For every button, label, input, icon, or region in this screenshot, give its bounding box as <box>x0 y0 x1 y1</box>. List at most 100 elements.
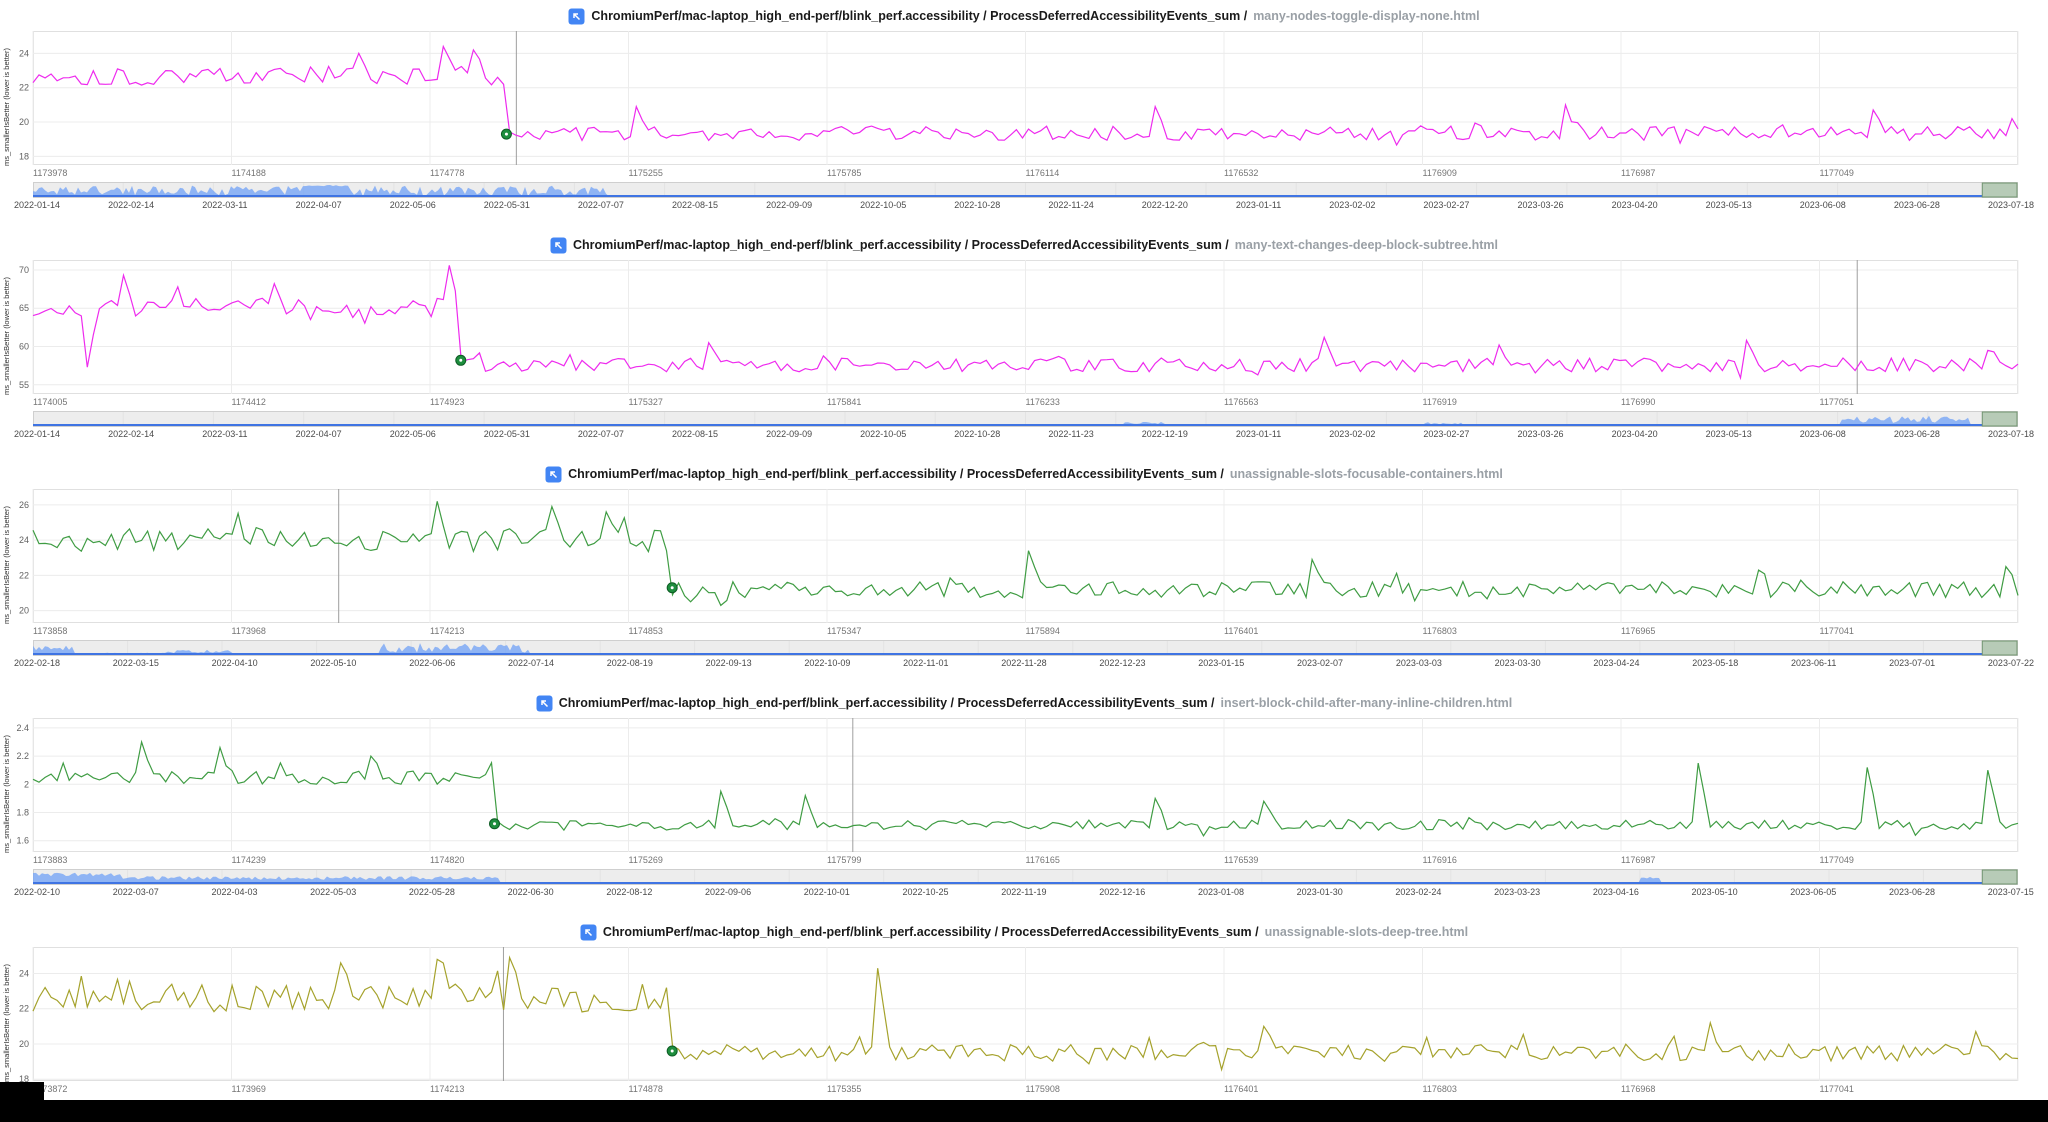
y-tick-label: 20 <box>19 606 29 616</box>
range-handle[interactable] <box>1981 182 2018 198</box>
chart-panel: ChromiumPerf/mac-laptop_high_end-perf/bl… <box>0 0 2048 229</box>
range-handle[interactable] <box>1981 640 2018 656</box>
chart-title: ChromiumPerf/mac-laptop_high_end-perf/bl… <box>0 233 2048 257</box>
date-label: 2022-11-19 <box>1001 887 1047 897</box>
revision-tick: 1176532 <box>1224 168 1259 178</box>
date-label: 2023-03-26 <box>1517 429 1564 439</box>
revision-tick: 1176919 <box>1422 397 1457 407</box>
chart-title-test[interactable]: unassignable-slots-deep-tree.html <box>1264 925 1469 939</box>
revision-tick: 1176990 <box>1621 397 1656 407</box>
performance-line-chart[interactable]: 24 22 20 18 <box>0 28 2048 168</box>
date-label: 2023-06-28 <box>1888 887 1936 897</box>
date-label: 2023-04-24 <box>1593 658 1640 668</box>
date-label: 2022-02-14 <box>108 200 155 210</box>
revision-tick: 1175347 <box>827 626 862 636</box>
data-series-line <box>32 44 2019 147</box>
revision-tick: 1177041 <box>1819 1084 1854 1094</box>
revision-tick: 1175785 <box>827 168 862 178</box>
y-axis-label: ms_smallerIsBetter (lower is better) <box>2 277 11 395</box>
chart-area: ms_smallerIsBetter (lower is better) 24 2… <box>0 944 2048 1084</box>
revision-tick: 1173872 <box>33 1084 68 1094</box>
date-label: 2023-02-27 <box>1423 200 1470 210</box>
chart-panel: ChromiumPerf/mac-laptop_high_end-perf/bl… <box>0 458 2048 687</box>
date-label: 2023-07-15 <box>1987 887 2034 897</box>
open-chart-icon[interactable] <box>580 924 597 941</box>
date-label: 2022-11-24 <box>1048 200 1094 210</box>
date-label: 2022-12-23 <box>1099 658 1146 668</box>
date-label: 2022-05-10 <box>310 658 357 668</box>
performance-line-chart[interactable]: 26 24 22 20 <box>0 486 2048 626</box>
y-tick-label: 26 <box>19 500 29 510</box>
performance-line-chart[interactable]: 2.4 2.2 2 1.8 1.6 <box>0 715 2048 855</box>
range-selector[interactable] <box>33 640 2018 656</box>
revision-tick: 1174853 <box>628 626 663 636</box>
revision-tick: 1176401 <box>1224 1084 1259 1094</box>
improvement-marker-dot <box>493 822 497 826</box>
revision-tick: 1174188 <box>231 168 266 178</box>
range-selector[interactable] <box>33 182 2018 198</box>
revision-tick: 1175841 <box>827 397 862 407</box>
date-label: 2022-05-03 <box>310 887 357 897</box>
date-axis: 2022-01-14 2022-02-14 2022-03-11 2022-04-07… <box>0 427 2048 440</box>
revision-tick: 1175355 <box>827 1084 862 1094</box>
y-tick-label: 24 <box>19 48 29 58</box>
revision-axis: 1173872 1173969 1174213 1174878 1175355 11759… <box>0 1084 2048 1097</box>
date-label: 2022-06-30 <box>507 887 554 897</box>
improvement-marker-dot <box>670 586 674 590</box>
chart-title-test[interactable]: many-nodes-toggle-display-none.html <box>1253 9 1480 23</box>
y-tick-label: 18 <box>19 151 29 161</box>
revision-tick: 1176114 <box>1025 168 1060 178</box>
date-label: 2022-03-11 <box>202 429 248 439</box>
y-tick-label: 65 <box>19 303 29 313</box>
chart-title-path[interactable]: ChromiumPerf/mac-laptop_high_end-perf/bl… <box>558 696 1215 710</box>
date-label: 2022-04-07 <box>295 429 342 439</box>
revision-tick: 1176401 <box>1224 626 1259 636</box>
date-label: 2022-07-07 <box>577 429 624 439</box>
chart-title-test[interactable]: many-text-changes-deep-block-subtree.htm… <box>1234 238 1499 252</box>
revision-tick: 1173969 <box>231 1084 266 1094</box>
performance-line-chart[interactable]: 24 22 20 18 <box>0 944 2048 1084</box>
chart-title-path[interactable]: ChromiumPerf/mac-laptop_high_end-perf/bl… <box>602 925 1259 939</box>
revision-tick: 1174412 <box>231 397 266 407</box>
open-chart-icon[interactable] <box>568 8 585 25</box>
date-label: 2022-04-03 <box>211 887 258 897</box>
y-tick-label: 22 <box>19 1004 29 1014</box>
date-label: 2022-05-31 <box>483 429 530 439</box>
revision-tick: 1176916 <box>1422 855 1457 865</box>
date-label: 2022-06-06 <box>409 658 456 668</box>
date-label: 2022-10-05 <box>860 429 907 439</box>
revision-tick: 1176909 <box>1422 168 1457 178</box>
data-series-line <box>32 955 2019 1072</box>
date-label: 2023-06-28 <box>1893 429 1940 439</box>
revision-tick: 1173883 <box>33 855 68 865</box>
revision-tick: 1174239 <box>231 855 266 865</box>
chart-panel: ChromiumPerf/mac-laptop_high_end-perf/bl… <box>0 687 2048 916</box>
date-label: 2023-05-10 <box>1691 887 1738 897</box>
date-label: 2023-04-20 <box>1611 200 1658 210</box>
range-handle[interactable] <box>1981 411 2018 427</box>
chart-title-path[interactable]: ChromiumPerf/mac-laptop_high_end-perf/bl… <box>572 238 1229 252</box>
revision-tick: 1175255 <box>628 168 663 178</box>
date-label: 2022-10-01 <box>803 887 850 897</box>
range-selector[interactable] <box>33 411 2018 427</box>
date-label: 2022-07-07 <box>577 200 624 210</box>
y-tick-label: 2.2 <box>16 751 29 761</box>
open-chart-icon[interactable] <box>550 237 567 254</box>
open-chart-icon[interactable] <box>536 695 553 712</box>
date-label: 2022-10-25 <box>902 887 949 897</box>
chart-title: ChromiumPerf/mac-laptop_high_end-perf/bl… <box>0 691 2048 715</box>
date-label: 2023-06-28 <box>1893 200 1940 210</box>
range-handle[interactable] <box>1981 869 2018 885</box>
range-baseline <box>33 195 1983 197</box>
date-label: 2022-12-16 <box>1099 887 1146 897</box>
y-axis-label: ms_smallerIsBetter (lower is better) <box>2 48 11 166</box>
range-selector[interactable] <box>33 869 2018 885</box>
open-chart-icon[interactable] <box>545 466 562 483</box>
chart-title-test[interactable]: insert-block-child-after-many-inline-chi… <box>1220 696 1513 710</box>
range-baseline <box>33 882 1983 884</box>
chart-title-path[interactable]: ChromiumPerf/mac-laptop_high_end-perf/bl… <box>591 9 1248 23</box>
chart-title-path[interactable]: ChromiumPerf/mac-laptop_high_end-perf/bl… <box>568 467 1224 481</box>
chart-title-test[interactable]: unassignable-slots-focusable-containers.… <box>1229 467 1503 481</box>
y-tick-label: 20 <box>19 117 29 127</box>
performance-line-chart[interactable]: 70 65 60 55 <box>0 257 2048 397</box>
